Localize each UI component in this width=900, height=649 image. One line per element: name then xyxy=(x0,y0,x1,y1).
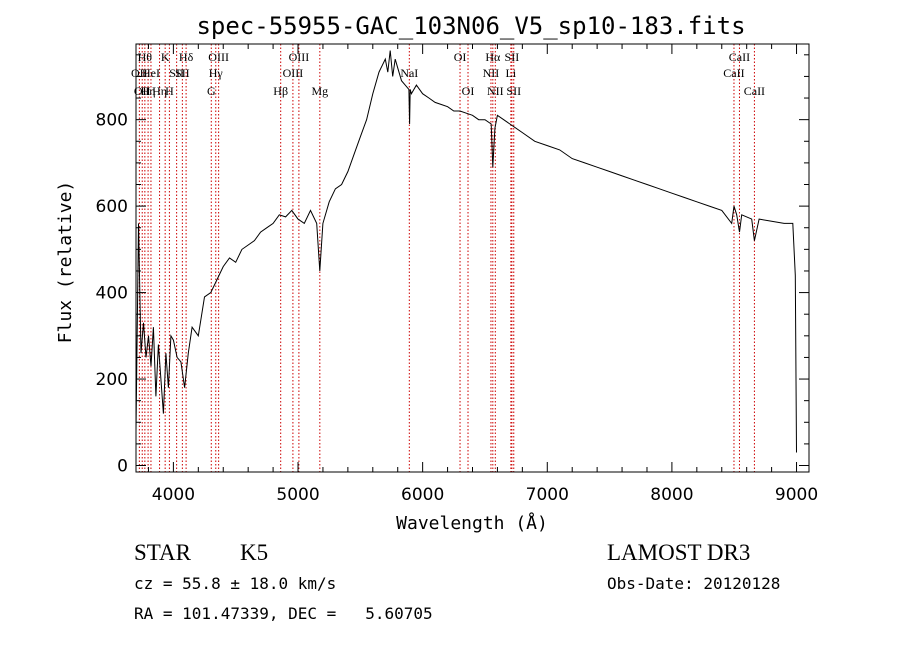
line-marker-label-21: NII xyxy=(483,66,500,80)
line-marker-label-24: Li xyxy=(506,66,517,80)
x-tick-label: 5000 xyxy=(276,485,319,505)
survey-name: LAMOST DR3 xyxy=(607,540,750,565)
object-subclass: K5 xyxy=(240,540,268,565)
line-marker-label-5: Hη xyxy=(152,84,167,98)
x-tick-label: 7000 xyxy=(526,485,569,505)
chart-title: spec-55955-GAC_103N06_V5_sp10-183.fits xyxy=(196,12,745,40)
x-tick-label: 8000 xyxy=(650,485,693,505)
line-marker-label-3: Hη xyxy=(141,84,156,98)
line-marker-label-2: Hθ xyxy=(138,50,153,64)
line-marker-label-10: SII xyxy=(175,66,190,80)
x-tick-label: 6000 xyxy=(401,485,444,505)
line-marker-label-27: CaII xyxy=(723,66,744,80)
line-marker-label-1: OII xyxy=(134,84,151,98)
line-marker-label-7: H xyxy=(165,84,174,98)
object-class: STAR xyxy=(134,540,192,565)
line-marker-label-20: OI xyxy=(462,84,475,98)
coordinates: RA = 101.47339, DEC = 5.60705 xyxy=(134,604,433,623)
line-marker-label-8: SII xyxy=(169,66,184,80)
plot-frame xyxy=(135,43,810,473)
line-marker-label-17: Mg xyxy=(311,84,328,98)
x-axis-label: Wavelength (Å) xyxy=(396,512,548,534)
y-tick-label: 200 xyxy=(96,370,128,390)
line-marker-labels: OIIOIIHθHηHeIHηKHSIIHδSIIGHγOIIIHβOIIIOI… xyxy=(131,50,765,98)
x-tick-label: 4000 xyxy=(152,485,195,505)
y-tick-label: 800 xyxy=(96,111,128,131)
line-marker-label-14: Hβ xyxy=(273,84,288,98)
redshift-info: cz = 55.8 ± 18.0 km/s xyxy=(134,574,336,593)
spectral-line-markers xyxy=(138,44,755,472)
line-marker-label-22: Hα xyxy=(485,50,501,64)
y-tick-label: 0 xyxy=(117,457,128,477)
line-marker-label-6: K xyxy=(161,50,170,64)
line-marker-label-4: HeI xyxy=(142,66,160,80)
spectrum-line xyxy=(135,50,797,453)
line-marker-label-28: CaII xyxy=(729,50,750,64)
line-marker-label-13: OIII xyxy=(208,50,229,64)
line-marker-label-19: OI xyxy=(454,50,467,64)
line-marker-label-25: SII xyxy=(505,50,520,64)
observation-date: Obs-Date: 20120128 xyxy=(607,574,780,593)
spectrum-line-layer xyxy=(135,50,797,453)
line-marker-label-12: Hγ xyxy=(209,66,224,80)
line-marker-label-29: CaII xyxy=(744,84,765,98)
y-tick-label: 400 xyxy=(96,284,128,304)
line-marker-label-26: SII xyxy=(506,84,521,98)
line-marker-label-15: OIII xyxy=(283,66,304,80)
line-marker-label-0: OII xyxy=(131,66,148,80)
line-marker-label-23: NII xyxy=(487,84,504,98)
line-marker-label-9: Hδ xyxy=(179,50,194,64)
line-marker-label-11: G xyxy=(207,84,216,98)
line-marker-label-16: OIII xyxy=(289,50,310,64)
x-tick-label: 9000 xyxy=(775,485,818,505)
line-marker-label-18: NaI xyxy=(400,66,418,80)
axis-ticks: 4000 5000 6000 7000 8000 9000 0 200 400 600 800 xyxy=(96,44,818,505)
y-axis-label: Flux (relative) xyxy=(55,181,76,344)
y-tick-label: 600 xyxy=(96,197,128,217)
